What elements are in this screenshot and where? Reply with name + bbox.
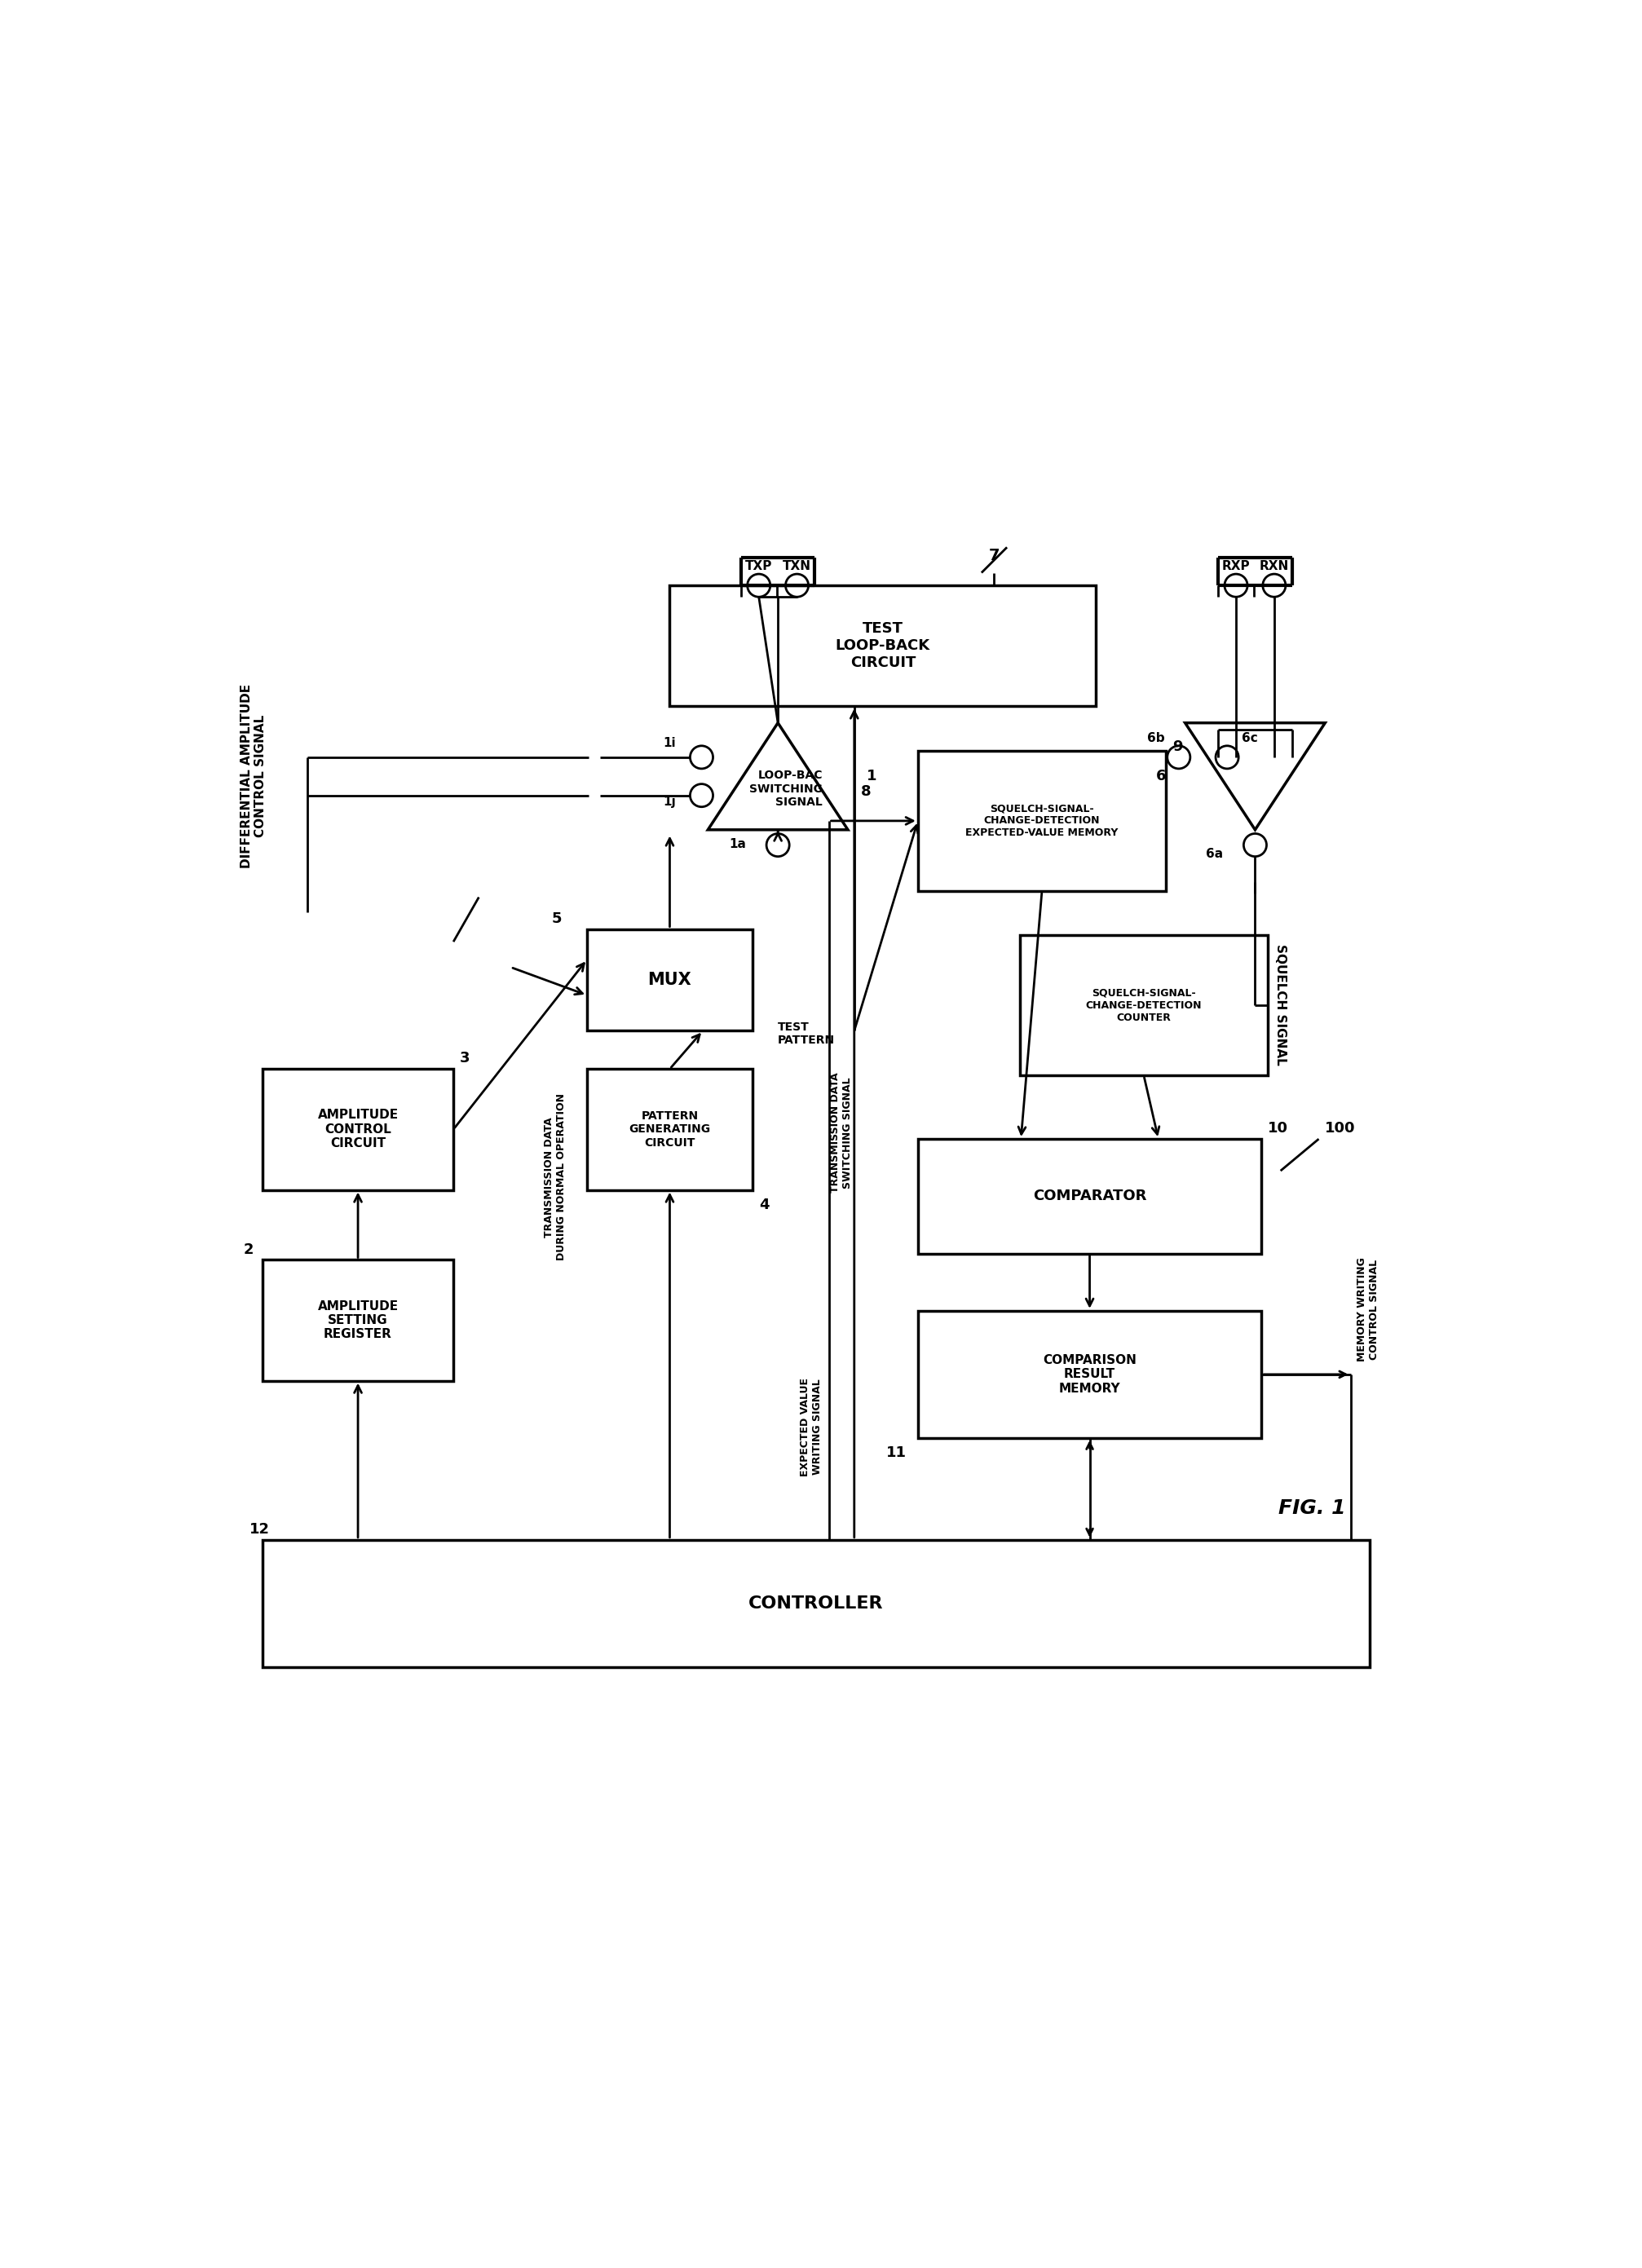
Text: 1: 1 [867,769,877,785]
Text: 1i: 1i [663,737,677,748]
Text: COMPARATOR: COMPARATOR [1033,1188,1146,1204]
Text: 6c: 6c [1241,733,1258,744]
Text: 9: 9 [1172,739,1182,755]
Text: TRANSMISSION DATA
DURING NORMAL OPERATION: TRANSMISSION DATA DURING NORMAL OPERATIO… [544,1093,566,1261]
Text: SQUELCH SIGNAL: SQUELCH SIGNAL [1274,943,1286,1066]
Text: 11: 11 [887,1445,906,1461]
Text: AMPLITUDE
CONTROL
CIRCUIT: AMPLITUDE CONTROL CIRCUIT [317,1109,399,1150]
Bar [918,1139,1261,1254]
Text: SQUELCH-SIGNAL-
CHANGE-DETECTION
COUNTER: SQUELCH-SIGNAL- CHANGE-DETECTION COUNTER [1085,989,1202,1023]
Text: 8: 8 [860,785,870,798]
Text: 10: 10 [1268,1120,1289,1136]
Text: 6: 6 [1156,769,1166,785]
Text: 5: 5 [552,912,562,925]
Text: SQUELCH-SIGNAL-
CHANGE-DETECTION
EXPECTED-VALUE MEMORY: SQUELCH-SIGNAL- CHANGE-DETECTION EXPECTE… [965,803,1118,839]
Bar [918,1311,1261,1438]
Bar [1020,934,1268,1075]
Text: TRANSMISSION DATA
SWITCHING SIGNAL: TRANSMISSION DATA SWITCHING SIGNAL [831,1073,852,1193]
Text: 100: 100 [1325,1120,1356,1136]
Text: MUX: MUX [649,971,691,989]
Text: 6b: 6b [1148,733,1164,744]
Text: 6a: 6a [1207,848,1223,860]
Text: TXP: TXP [745,560,772,572]
Text: MEMORY WRITING
CONTROL SIGNAL: MEMORY WRITING CONTROL SIGNAL [1356,1256,1379,1361]
Text: 4: 4 [759,1198,768,1211]
Text: 7: 7 [988,549,1000,562]
Text: RXP: RXP [1222,560,1250,572]
Text: FIG. 1: FIG. 1 [1279,1499,1346,1517]
Text: EXPECTED VALUE
WRITING SIGNAL: EXPECTED VALUE WRITING SIGNAL [800,1377,823,1476]
Text: COMPARISON
RESULT
MEMORY: COMPARISON RESULT MEMORY [1043,1354,1136,1395]
Bar [670,585,1097,705]
Text: 12: 12 [250,1522,271,1538]
Text: 1a: 1a [729,837,745,850]
Bar [263,1540,1369,1667]
Text: LOOP-BAC
SWITCHING
SIGNAL: LOOP-BAC SWITCHING SIGNAL [749,769,823,807]
Text: DIFFERENTIAL AMPLITUDE
CONTROL SIGNAL: DIFFERENTIAL AMPLITUDE CONTROL SIGNAL [240,685,266,869]
Text: 2: 2 [243,1243,253,1256]
Text: 3: 3 [460,1050,470,1066]
Text: TXN: TXN [783,560,811,572]
Text: RXN: RXN [1259,560,1289,572]
Bar [588,930,752,1032]
Text: TEST
LOOP-BACK
CIRCUIT: TEST LOOP-BACK CIRCUIT [836,621,931,669]
Bar [263,1068,453,1191]
Text: 1j: 1j [663,796,677,807]
Text: TEST
PATTERN: TEST PATTERN [778,1021,836,1046]
Bar [918,751,1166,891]
Text: PATTERN
GENERATING
CIRCUIT: PATTERN GENERATING CIRCUIT [629,1111,711,1148]
Bar [263,1259,453,1381]
Bar [588,1068,752,1191]
Text: AMPLITUDE
SETTING
REGISTER: AMPLITUDE SETTING REGISTER [317,1300,399,1340]
Text: CONTROLLER: CONTROLLER [749,1594,883,1613]
